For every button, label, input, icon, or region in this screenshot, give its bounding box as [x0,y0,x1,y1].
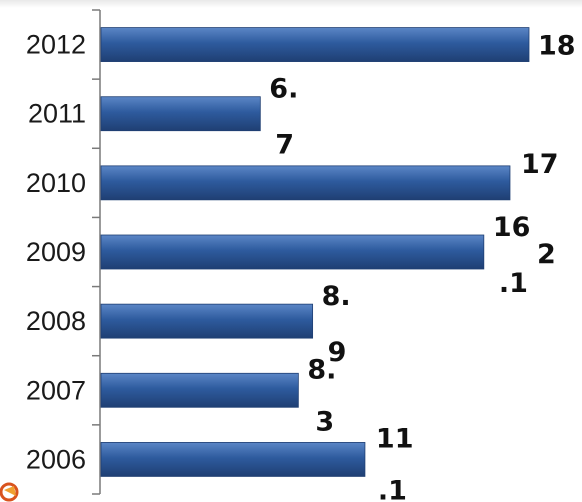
data-label-2008: 8. [322,281,351,312]
data-label-2009: 16 [493,212,531,243]
data-label-2009-cont: .1 [499,268,528,299]
data-label-2007: 8. [307,354,336,385]
data-label-2007-cont: 3 [315,406,334,437]
bar-2010 [100,165,511,201]
data-label-2006-cont: .1 [378,475,407,502]
data-label-2010: 17 [521,149,559,180]
data-label-2008-cont: 9 [328,337,347,368]
y-tick-label-2012: 2012 [26,30,86,60]
y-axis [92,9,101,495]
bars [100,27,530,477]
data-label-2011-cont: 7 [275,130,294,161]
data-label-2012: 18 [538,31,576,62]
bar-2011 [100,96,261,132]
bar-2009 [100,234,485,270]
y-tick-label-2008: 2008 [26,306,86,336]
bar-2006 [100,442,366,477]
y-tick-label-2009: 2009 [26,237,86,267]
y-tick-label-2007: 2007 [26,375,86,405]
bar-2008 [100,303,314,339]
data-label-2010-cont: 2 [537,239,556,270]
y-tick-label-2010: 2010 [26,168,86,198]
data-label-2011: 6. [269,74,298,105]
bar-2012 [100,27,530,62]
labels: 2012 1820116.72010172200916.120088.920078… [26,30,576,502]
y-tick-label-2011: 2011 [28,99,86,129]
bar-2007 [100,372,299,408]
data-label-2006: 11 [376,423,414,454]
y-tick-label-2006: 2006 [26,444,86,474]
logo-icon [0,482,19,502]
top-shadow-band [0,0,582,8]
